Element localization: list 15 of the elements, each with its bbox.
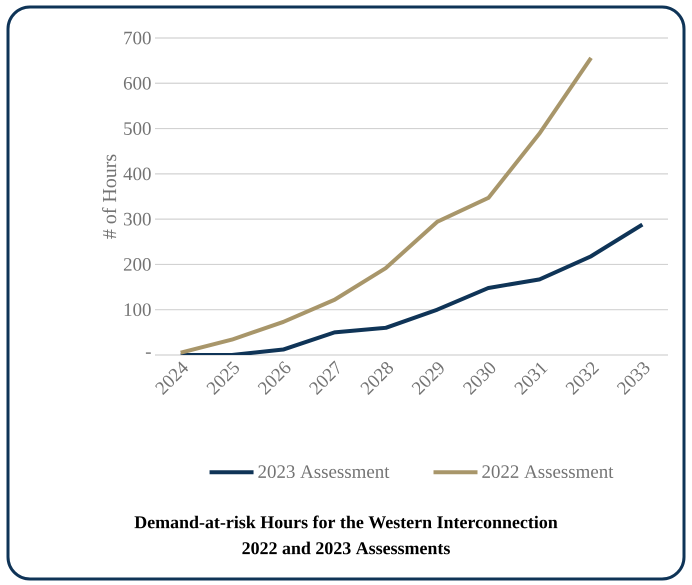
- y-tick-label: 500: [124, 122, 151, 135]
- y-tick-label: 600: [124, 76, 151, 90]
- line-series: [178, 222, 644, 355]
- y-axis-title: # of Hours: [102, 154, 116, 239]
- line-series: [178, 56, 594, 355]
- y-tick-label: 200: [124, 258, 151, 271]
- text: Demand-at-risk Hours for the Western Interconnection: [134, 516, 558, 528]
- legend-label: 2022 Assessment: [482, 465, 614, 478]
- y-tick-label: 300: [124, 212, 151, 226]
- y-tick-label: 700: [124, 32, 151, 44]
- legend-label: 2023 Assessment: [258, 465, 390, 478]
- y-tick-label: -: [146, 352, 151, 354]
- text: 2022 and 2023 Assessments: [242, 542, 450, 554]
- y-tick-label: 400: [123, 167, 151, 180]
- y-tick-label: 100: [124, 303, 151, 316]
